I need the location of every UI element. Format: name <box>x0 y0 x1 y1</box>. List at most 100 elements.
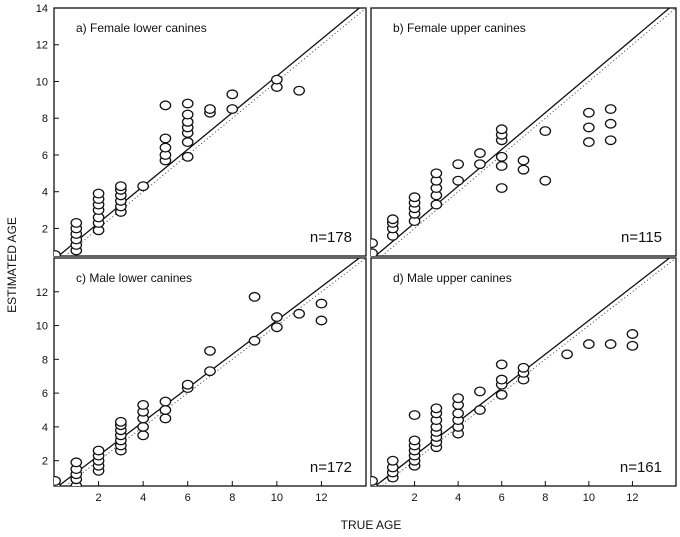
panel-d-title: d) Male upper canines <box>393 271 512 285</box>
panel-d-xtick-label: 10 <box>583 492 595 504</box>
panel-b-point <box>371 248 378 256</box>
panels: 2 4 6 8 10 12 14 a) Female lower canines n=178 b)… <box>36 3 677 504</box>
panel-c-xtick-label: 10 <box>271 492 283 504</box>
panel-b-point <box>539 175 552 186</box>
panel-c-point <box>137 399 149 410</box>
panel-d-point <box>495 374 508 385</box>
panel-a-point <box>271 74 283 85</box>
panel-c-point <box>271 322 283 333</box>
panel-b-point <box>408 192 421 203</box>
panel-b-point <box>604 104 617 114</box>
panel-c-ytick-label: 12 <box>36 287 48 299</box>
panel-d-point <box>474 386 486 397</box>
panel-b-point <box>474 148 486 159</box>
panel-a-point <box>204 104 216 114</box>
panel-c-point <box>159 396 172 407</box>
panel-a-point <box>226 89 239 100</box>
panel-b-regression-line <box>374 8 671 256</box>
panel-b-point <box>604 135 617 146</box>
panel-b-point <box>517 164 530 175</box>
panel-d-point <box>452 393 464 404</box>
panel-d-n-label: n=161 <box>620 459 662 476</box>
panel-a-ytick-label: 10 <box>36 76 48 88</box>
panel-c-frame <box>53 257 367 487</box>
panel-b-point <box>495 161 508 171</box>
panel-c-point <box>137 421 149 432</box>
panel-b-reference-line <box>381 8 676 256</box>
panel-d-point <box>408 410 421 421</box>
panel-b-point <box>474 159 486 170</box>
panel-c-reference-line <box>64 258 366 486</box>
panel-b-point <box>371 238 378 249</box>
panel-c-ytick-label: 2 <box>42 456 48 468</box>
panel-b-point <box>604 118 617 129</box>
panel-d-xtick-label: 6 <box>499 492 505 504</box>
panel-c-point <box>315 315 328 326</box>
panel-a-point <box>159 100 172 111</box>
panel-c-ytick-label: 6 <box>42 388 48 400</box>
panel-c-point <box>70 457 83 468</box>
panel-b-title: b) Female upper canines <box>393 21 526 35</box>
panel-c-point <box>137 430 149 441</box>
panel-a-point <box>137 181 149 192</box>
panel-a-point <box>115 181 127 192</box>
panel-b-point <box>495 183 508 193</box>
panel-b-point <box>583 107 595 118</box>
panel-d-point <box>430 403 443 414</box>
panel-c-ytick-label: 8 <box>42 354 48 366</box>
panel-a-point <box>159 133 172 144</box>
y-axis-label: ESTIMATED AGE <box>5 217 19 313</box>
panel-d-point <box>371 475 378 486</box>
panel-c-point <box>54 475 61 486</box>
panel-b-point <box>495 151 508 162</box>
panel-b-point <box>539 126 552 137</box>
panel-c-xtick-label: 12 <box>315 492 327 504</box>
panel-c-title: c) Male lower canines <box>76 271 192 285</box>
panel-d-point <box>604 339 617 350</box>
panel-a-point <box>159 142 172 153</box>
panel-a-regression-line <box>57 8 361 256</box>
panel-b-point <box>430 168 443 179</box>
panel-a-title: a) Female lower canines <box>76 21 207 35</box>
panel-d-point <box>583 339 595 350</box>
panel-b-point <box>452 159 464 170</box>
panel-a-point <box>181 151 194 162</box>
panel-c-xtick-label: 8 <box>229 492 235 504</box>
panel-b-point <box>583 137 595 148</box>
panel-a-point <box>181 137 194 148</box>
panel-c-point <box>115 416 127 427</box>
panel-b-point <box>452 175 464 186</box>
panel-d-frame <box>370 257 677 487</box>
panel-c-xtick-label: 4 <box>140 492 146 504</box>
panel-a-point <box>92 188 105 199</box>
panel-c-point <box>248 291 261 302</box>
panel-b-point <box>386 214 399 225</box>
panel-a-ytick-label: 6 <box>42 150 48 162</box>
panel-d-point <box>495 359 508 370</box>
panel-d-xtick-label: 2 <box>412 492 418 504</box>
panel-d-point <box>386 455 399 466</box>
panel-a-point <box>293 85 305 96</box>
panel-a-point <box>226 104 239 114</box>
panel-a: 2 4 6 8 10 12 14 a) Female lower canines n=178 <box>36 3 367 257</box>
panel-d-xtick-label: 12 <box>626 492 638 504</box>
panel-a-frame <box>53 7 367 257</box>
panel-c-point <box>159 405 172 415</box>
panel-c: 2 4 6 8 10 12 2 4 6 8 10 12 c) Male lower canines n=1… <box>36 257 367 504</box>
panel-d-point <box>561 349 573 360</box>
panel-d-point <box>408 435 421 446</box>
panel-a-ytick-label: 4 <box>42 187 48 199</box>
panel-d-point <box>517 362 530 373</box>
panel-c-point <box>315 298 328 309</box>
panel-a-point <box>70 217 83 228</box>
panel-d: 2 4 6 8 10 12 d) Male upper canines n=161 <box>370 257 677 504</box>
panel-b-point <box>517 155 530 166</box>
panel-d-xtick-label: 4 <box>455 492 461 504</box>
panel-b-point <box>495 124 508 135</box>
panel-c-point <box>181 379 194 390</box>
panel-d-point <box>474 405 486 415</box>
panel-c-point <box>204 345 216 356</box>
panel-b-frame <box>370 7 677 257</box>
panel-a-reference-line <box>64 8 366 256</box>
